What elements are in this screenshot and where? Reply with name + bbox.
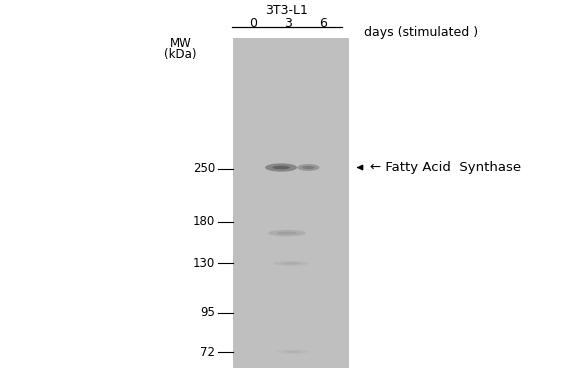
Text: 250: 250 (193, 162, 215, 175)
Ellipse shape (268, 230, 306, 236)
Ellipse shape (297, 164, 320, 171)
Ellipse shape (282, 262, 301, 265)
Ellipse shape (272, 166, 290, 169)
Ellipse shape (265, 163, 297, 172)
Text: 0: 0 (249, 17, 257, 30)
Text: 95: 95 (200, 306, 215, 319)
Ellipse shape (277, 349, 308, 354)
Ellipse shape (303, 166, 314, 169)
Text: 72: 72 (200, 346, 215, 359)
Text: 3: 3 (284, 17, 292, 30)
Bar (233, 38, 349, 368)
Text: ← Fatty Acid  Synthase: ← Fatty Acid Synthase (370, 161, 521, 174)
Text: MW: MW (169, 37, 191, 50)
Text: 6: 6 (319, 17, 327, 30)
Text: 3T3-L1: 3T3-L1 (265, 4, 308, 17)
Text: (kDa): (kDa) (164, 49, 197, 61)
Text: 130: 130 (193, 257, 215, 270)
Ellipse shape (274, 261, 308, 266)
Ellipse shape (276, 232, 297, 235)
Text: 180: 180 (193, 215, 215, 228)
Text: days (stimulated ): days (stimulated ) (364, 26, 478, 39)
Ellipse shape (284, 351, 301, 352)
